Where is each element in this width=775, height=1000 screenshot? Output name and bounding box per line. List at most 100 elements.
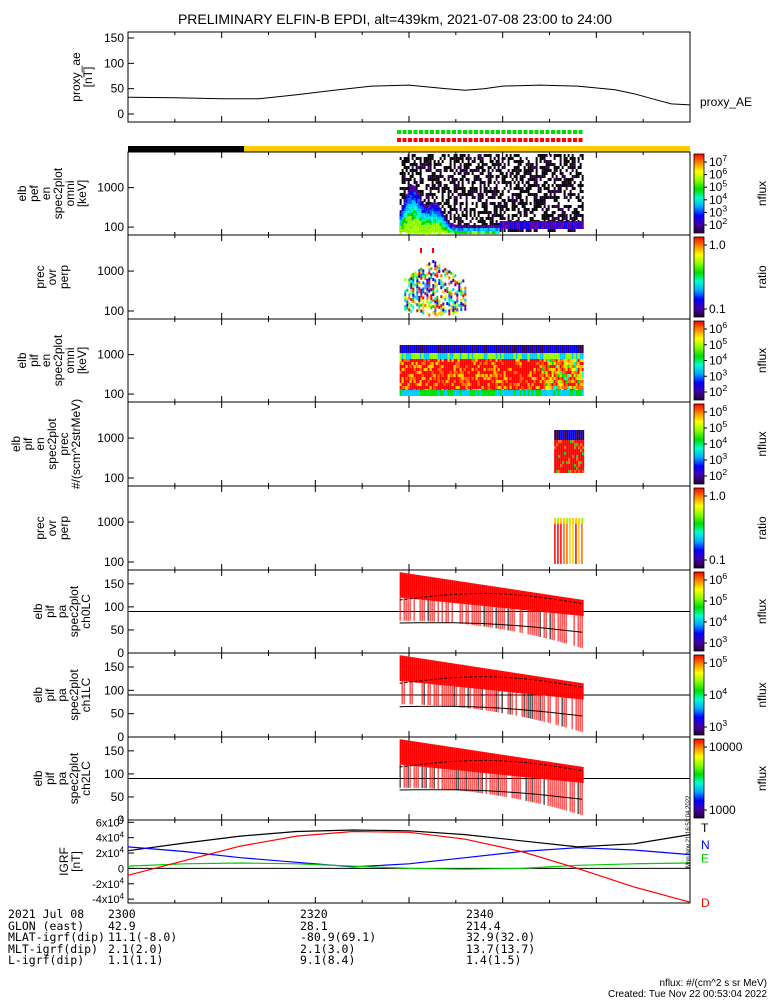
y-tick-label: 50 (111, 707, 125, 721)
spec-cell (421, 390, 424, 396)
spec-cell (547, 353, 550, 359)
spec-cell (425, 207, 428, 211)
spec-cell (575, 371, 578, 374)
spec-cell (487, 181, 490, 184)
spec-cell (409, 222, 412, 226)
spec-cell (463, 386, 466, 389)
spec-cell (427, 160, 430, 163)
pa-cell (489, 690, 491, 712)
spec-cell (529, 359, 532, 362)
pa-cell (533, 611, 535, 636)
ratio-cell (456, 290, 459, 294)
spec-cell (475, 368, 478, 371)
spec-cell (483, 187, 486, 190)
spec-cell (445, 365, 448, 368)
pa-cell (403, 681, 405, 705)
spec-cell (445, 221, 448, 225)
pa-cell (437, 768, 439, 789)
spec-cell (580, 443, 583, 446)
spec-cell (451, 377, 454, 380)
pa-cell (555, 696, 557, 725)
pa-cell (493, 690, 495, 712)
spec-cell (423, 353, 426, 359)
spec-cell (575, 362, 578, 365)
spec-cell (568, 455, 571, 458)
ratio-cell (418, 298, 421, 302)
spec-cell (575, 380, 578, 383)
spec-cell (471, 353, 474, 359)
ratio-cell (446, 275, 449, 279)
pa-cell (409, 765, 411, 788)
spec-cell (415, 390, 418, 396)
spec-cell (543, 383, 546, 386)
spec-cell (555, 380, 558, 383)
spec-cell (477, 231, 480, 234)
spec-cell (417, 374, 420, 377)
spec-cell (405, 199, 408, 203)
pa-cell (573, 765, 576, 783)
spec-cell (467, 160, 470, 163)
spec-cell (525, 169, 528, 172)
spec-cell (475, 225, 478, 228)
pa-cell (563, 697, 565, 727)
pa-cell (539, 676, 542, 696)
spec-cell (566, 464, 569, 467)
spec-cell (483, 365, 486, 368)
spec-cell (463, 187, 466, 190)
pa-cell (447, 662, 450, 686)
spec-cell (563, 217, 566, 220)
spec-cell (503, 368, 506, 371)
ratio-cell (460, 308, 463, 312)
pa-cell (541, 593, 544, 613)
spec-cell (531, 175, 534, 178)
spec-cell (399, 228, 402, 232)
spec-cell (563, 205, 566, 208)
pa-cell (443, 769, 445, 790)
spec-cell (507, 217, 510, 220)
y-tick-label: 100 (104, 767, 124, 781)
spec-cell (413, 178, 416, 181)
spec-cell (405, 371, 408, 374)
ratio-cell (452, 278, 455, 282)
spec-cell (569, 163, 572, 166)
spec-cell (489, 390, 492, 396)
spec-cell (507, 362, 510, 365)
spec-cell (575, 175, 578, 178)
spec-cell (491, 371, 494, 374)
spec-cell (489, 353, 492, 359)
spec-cell (457, 368, 460, 371)
spec-cell (511, 362, 514, 365)
spec-cell (553, 172, 556, 175)
spec-cell (533, 214, 536, 217)
ratio-cell (454, 310, 457, 314)
spec-cell (545, 377, 548, 380)
spec-cell (562, 458, 565, 461)
spec-cell (531, 169, 534, 172)
pa-cell (553, 762, 556, 781)
spec-cell (401, 172, 404, 175)
spec-cell (553, 163, 556, 166)
spec-cell (539, 166, 542, 169)
spec-cell (495, 184, 498, 187)
spec-cell (435, 169, 438, 172)
spec-cell (557, 359, 560, 362)
spec-cell (399, 377, 402, 380)
spec-cell (445, 199, 448, 202)
spec-cell (443, 184, 446, 187)
spec-cell (577, 221, 580, 229)
spec-cell (499, 362, 502, 365)
ratio-cell (420, 270, 423, 274)
pa-cell (575, 765, 578, 783)
spec-cell (557, 187, 560, 190)
spec-cell (495, 231, 498, 234)
spec-cell (485, 217, 488, 220)
spec-cell (459, 172, 462, 175)
pitch-angle-6 (128, 572, 690, 649)
spec-cell (415, 377, 418, 380)
spec-cell (517, 383, 520, 386)
spec-cell (559, 187, 562, 190)
spec-cell (399, 172, 402, 175)
spec-cell (449, 160, 452, 163)
science-zone-green (501, 130, 506, 134)
